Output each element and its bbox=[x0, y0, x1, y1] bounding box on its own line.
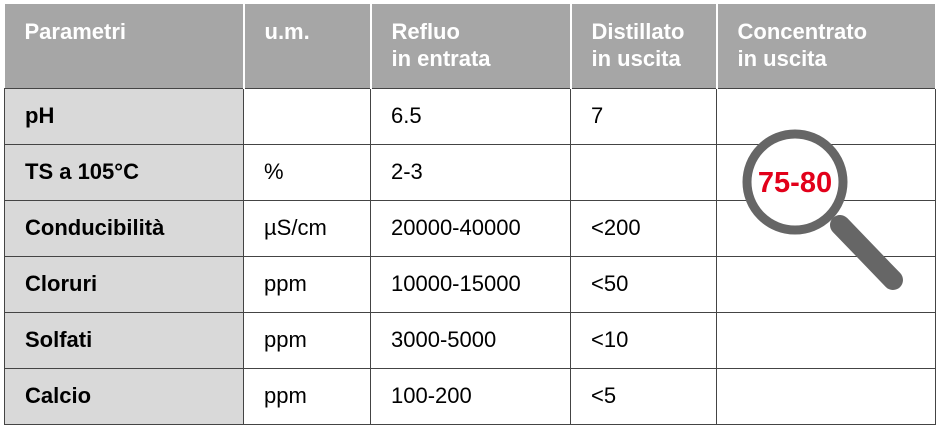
header-cell: Parametri bbox=[4, 4, 245, 89]
table-cell: ppm bbox=[243, 255, 371, 313]
table-cell: <50 bbox=[570, 255, 717, 313]
table-cell: % bbox=[243, 143, 371, 201]
table-row: Calcio ppm 100-200 <5 bbox=[4, 367, 936, 425]
header-cell: u.m. bbox=[243, 4, 372, 89]
header-line: in uscita bbox=[737, 46, 827, 71]
row-label: pH bbox=[4, 87, 244, 145]
table-cell bbox=[716, 87, 936, 145]
header-line: in uscita bbox=[591, 46, 681, 71]
magnifier-lens bbox=[742, 129, 848, 235]
header-line: Parametri bbox=[24, 19, 127, 44]
table-cell bbox=[570, 143, 717, 201]
header-line: Concentrato bbox=[737, 19, 868, 44]
magnifier-handle bbox=[830, 215, 903, 290]
row-label: TS a 105°C bbox=[4, 143, 244, 201]
row-label: Calcio bbox=[4, 367, 244, 425]
header-line: Distillato bbox=[591, 19, 685, 44]
table-cell bbox=[716, 367, 936, 425]
header-line: u.m. bbox=[264, 19, 310, 44]
table-cell: <10 bbox=[570, 311, 717, 369]
table-cell: 6.5 bbox=[370, 87, 571, 145]
table-cell: 7 bbox=[570, 87, 717, 145]
table-cell: ppm bbox=[243, 367, 371, 425]
header-cell: Distillato in uscita bbox=[570, 4, 718, 89]
header-cell: Concentrato in uscita bbox=[716, 4, 937, 89]
row-label: Solfati bbox=[4, 311, 244, 369]
table-cell: µS/cm bbox=[243, 199, 371, 257]
table-cell: 20000-40000 bbox=[370, 199, 571, 257]
table-cell: ppm bbox=[243, 311, 371, 369]
row-label: Cloruri bbox=[4, 255, 244, 313]
header-line: in entrata bbox=[391, 46, 491, 71]
table-row: Solfati ppm 3000-5000 <10 bbox=[4, 311, 936, 369]
row-label: Conducibilità bbox=[4, 199, 244, 257]
table-row: Cloruri ppm 10000-15000 <50 bbox=[4, 255, 936, 313]
header-line: Refluo bbox=[391, 19, 460, 44]
table-cell: 100-200 bbox=[370, 367, 571, 425]
magnifier-label: 75-80 bbox=[758, 167, 832, 199]
table-cell: 2-3 bbox=[370, 143, 571, 201]
table-cell: 10000-15000 bbox=[370, 255, 571, 313]
table-row: pH 6.5 7 bbox=[4, 87, 936, 145]
table-row: Conducibilità µS/cm 20000-40000 <200 bbox=[4, 199, 936, 257]
table-cell: <5 bbox=[570, 367, 717, 425]
